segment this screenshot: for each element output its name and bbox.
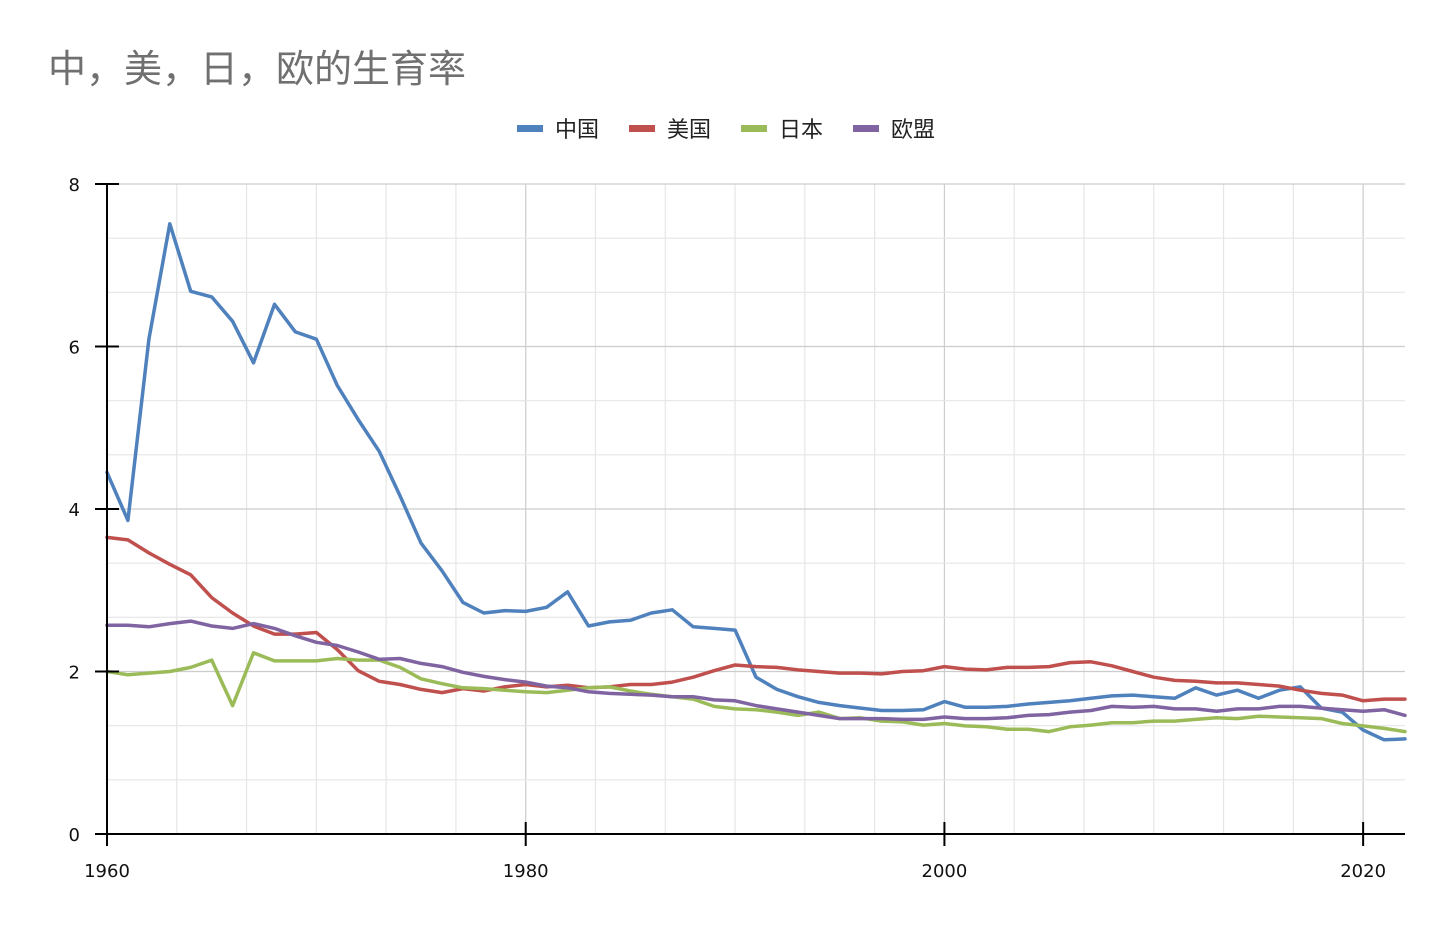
chart-title: 中，美，日，欧的生育率: [48, 47, 467, 91]
legend-swatch-eu: [853, 124, 880, 132]
legend-label-eu: 欧盟: [891, 118, 936, 143]
legend-item-china[interactable]: 中国: [516, 112, 599, 144]
legend-item-japan[interactable]: 日本: [741, 112, 823, 144]
legend-label-japan: 日本: [779, 118, 824, 143]
series-line-3: [105, 619, 1407, 722]
series-line-2: [105, 651, 1407, 734]
y-tick-label: 8: [69, 175, 80, 196]
y-tick-label: 6: [69, 338, 80, 359]
x-tick-label: 1980: [503, 861, 549, 882]
legend: 中国 美国 日本 欧盟: [0, 112, 1452, 144]
x-tick-label: 2000: [922, 861, 968, 882]
legend-item-eu[interactable]: 欧盟: [853, 112, 935, 144]
series-line-0: [105, 222, 1407, 742]
x-tick-label: 1960: [84, 861, 130, 882]
legend-swatch-japan: [741, 124, 767, 132]
legend-swatch-usa: [628, 124, 655, 132]
legend-label-usa: 美国: [666, 118, 711, 143]
legend-swatch-china: [516, 124, 543, 132]
y-tick-label: 0: [69, 825, 80, 846]
legend-label-china: 中国: [554, 118, 599, 143]
y-tick-label: 4: [69, 500, 80, 521]
series-line-1: [105, 535, 1407, 703]
x-tick-label: 2020: [1340, 861, 1386, 882]
y-tick-label: 2: [69, 663, 80, 684]
legend-item-usa[interactable]: 美国: [628, 112, 711, 144]
